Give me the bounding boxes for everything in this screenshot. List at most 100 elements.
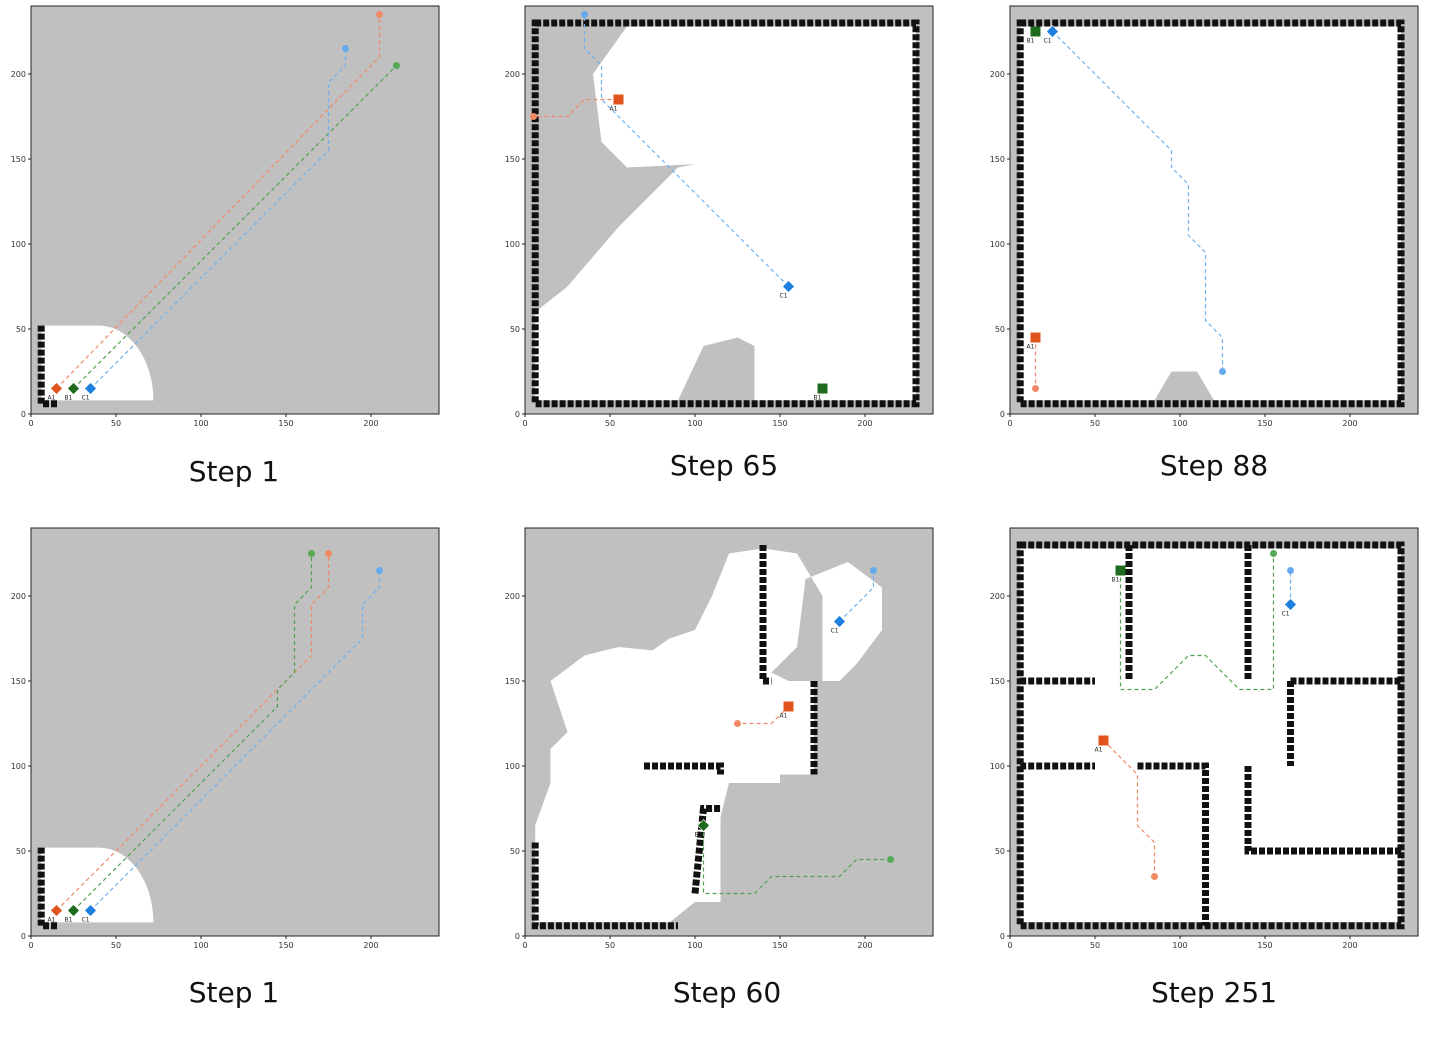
y-tick-label: 50 [995, 847, 1005, 856]
panel-1: 0 50 100 150 200 0 50 100 150 200 A1 B1 C1 Step 1 [0, 0, 477, 500]
x-tick-label: 150 [772, 941, 787, 950]
robot-label-a1: A1 [1027, 344, 1035, 351]
robot-c1 [84, 382, 97, 395]
map-layer [531, 545, 882, 930]
wall-frame [1016, 541, 1405, 930]
wall-segment [531, 842, 678, 930]
y-tick-label: 0 [1000, 932, 1005, 941]
y-tick-label: 0 [1000, 410, 1005, 419]
robot-label-c1: C1 [82, 395, 90, 402]
panel-caption-6: Step 251 [1150, 976, 1278, 1009]
robot-label-b1: B1 [1027, 38, 1035, 45]
panel-caption-3: Step 88 [1159, 449, 1269, 482]
goal-marker-c1 [376, 567, 383, 574]
panel-6: 0 50 100 150 200 0 50 100 150 200 A1 B1 C1 Step 251 [979, 522, 1431, 1022]
robot-b1 [1030, 26, 1041, 37]
planned-path-a1 [56, 14, 381, 389]
x-tick-label: 50 [1090, 419, 1100, 428]
explored-region [41, 847, 154, 923]
robot-a1 [50, 382, 63, 395]
planned-path-b1 [702, 825, 891, 895]
panel-caption-1: Step 1 [188, 455, 280, 488]
wall-segment [1244, 766, 1401, 855]
wall-segment [644, 762, 724, 775]
x-tick-label: 200 [363, 941, 378, 950]
panel-3: 0 50 100 150 200 0 50 100 150 200 A1 B1 C1 Step 88 [979, 0, 1431, 500]
wall-segment [1137, 762, 1209, 926]
map-plot-5: 0 50 100 150 200 0 50 100 150 200 A1 B1 C1 [505, 527, 934, 950]
robot-label-a1: A1 [1095, 747, 1103, 754]
robot-a1 [50, 904, 63, 917]
y-tick-label: 50 [510, 847, 520, 856]
goal-marker-a1 [1151, 873, 1158, 880]
robot-label-a1: A1 [780, 713, 788, 720]
plot-frame [524, 5, 934, 415]
panel-caption-4: Step 1 [188, 976, 280, 1009]
y-tick-label: 200 [505, 592, 520, 601]
y-tick-label: 0 [515, 410, 520, 419]
y-tick-label: 150 [990, 677, 1005, 686]
planned-path-b1 [73, 65, 397, 389]
y-tick-label: 200 [990, 592, 1005, 601]
planned-path-c1 [839, 570, 875, 622]
explored-region [1020, 26, 1401, 401]
goal-marker-b1 [887, 856, 894, 863]
robot-label-b1: B1 [814, 395, 822, 402]
x-tick-label: 150 [278, 941, 293, 950]
map-plot-3: 0 50 100 150 200 0 50 100 150 200 A1 B1 C1 [990, 5, 1419, 428]
x-tick-label: 50 [605, 419, 615, 428]
goal-marker-b1 [1270, 550, 1277, 557]
wall-segment [759, 545, 772, 685]
robot-label-c1: C1 [82, 917, 90, 924]
x-tick-label: 100 [1172, 941, 1187, 950]
y-tick-label: 50 [510, 325, 520, 334]
plot-frame [30, 5, 440, 415]
planned-path-c1 [583, 14, 789, 287]
map-plot-1: 0 50 100 150 200 0 50 100 150 200 A1 B1 C1 [11, 5, 440, 428]
robot-label-a1: A1 [48, 395, 56, 402]
map-plot-6: 0 50 100 150 200 0 50 100 150 200 A1 B1 C1 [990, 527, 1419, 950]
y-tick-label: 50 [995, 325, 1005, 334]
map-plot-2: 0 50 100 150 200 0 50 100 150 200 A1 B1 C1 [505, 5, 934, 428]
planned-path-c1 [90, 570, 381, 911]
robot-label-b1: B1 [65, 395, 73, 402]
x-tick-label: 0 [1007, 419, 1012, 428]
robot-c1 [782, 280, 795, 293]
robot-label-b1: B1 [1112, 577, 1120, 584]
y-tick-label: 50 [16, 325, 26, 334]
panel-caption-5: Step 60 [672, 976, 782, 1009]
map-plot-4: 0 50 100 150 200 0 50 100 150 200 A1 B1 C1 [11, 527, 440, 950]
goal-marker-c1 [581, 11, 588, 18]
wall-frame [531, 19, 920, 408]
x-tick-label: 200 [1342, 941, 1357, 950]
x-tick-label: 150 [1257, 419, 1272, 428]
explored-region [535, 548, 882, 923]
y-tick-label: 200 [990, 70, 1005, 79]
goal-marker-a1 [734, 720, 741, 727]
robot-a1 [1098, 735, 1109, 746]
panel-2: 0 50 100 150 200 0 50 100 150 200 A1 B1 C1 Step 65 [494, 0, 971, 500]
explored-region [41, 325, 154, 401]
x-tick-label: 50 [111, 419, 121, 428]
robot-b1 [817, 383, 828, 394]
x-tick-label: 0 [522, 419, 527, 428]
map-layer [531, 19, 920, 408]
goal-marker-b1 [393, 62, 400, 69]
robot-c1 [84, 904, 97, 917]
x-tick-label: 50 [1090, 941, 1100, 950]
x-tick-label: 150 [772, 419, 787, 428]
y-tick-label: 100 [505, 240, 520, 249]
robot-label-c1: C1 [1044, 38, 1052, 45]
x-tick-label: 0 [28, 419, 33, 428]
y-tick-label: 200 [11, 592, 26, 601]
x-tick-label: 50 [605, 941, 615, 950]
x-tick-label: 0 [522, 941, 527, 950]
x-tick-label: 100 [1172, 419, 1187, 428]
robot-b1 [67, 904, 80, 917]
robot-a1 [613, 94, 624, 105]
x-tick-label: 200 [363, 419, 378, 428]
planned-path-a1 [56, 553, 330, 911]
robot-label-c1: C1 [780, 293, 788, 300]
y-tick-label: 200 [11, 70, 26, 79]
y-tick-label: 100 [11, 762, 26, 771]
